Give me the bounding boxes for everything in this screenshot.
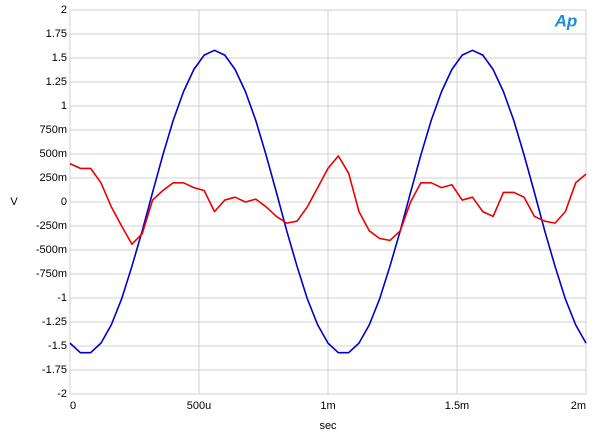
- x-tick-label: 0: [70, 400, 76, 412]
- y-tick-label: -1.25: [42, 316, 67, 328]
- y-tick-label: -1.5: [48, 340, 67, 352]
- x-tick-label: 1.5m: [445, 400, 469, 412]
- y-axis-label: V: [10, 196, 18, 208]
- y-tick-label: -1.75: [42, 364, 67, 376]
- y-tick-label: 0: [61, 196, 67, 208]
- y-tick-label: 1: [61, 100, 67, 112]
- x-tick-label: 2m: [571, 400, 586, 412]
- y-tick-label: 1.25: [46, 76, 67, 88]
- y-tick-label: -2: [57, 388, 67, 400]
- logo: Ap: [554, 11, 578, 30]
- y-tick-label: 250m: [39, 172, 67, 184]
- y-tick-label: 1.75: [46, 28, 67, 40]
- x-tick-label: 1m: [320, 400, 335, 412]
- y-tick-label: -250m: [36, 220, 67, 232]
- series-line: [69, 155, 587, 246]
- x-axis-label: sec: [319, 420, 337, 432]
- y-tick-label: -1: [57, 292, 67, 304]
- series-line: [69, 49, 587, 354]
- y-tick-label: 500m: [39, 148, 67, 160]
- y-tick-label: -750m: [36, 268, 67, 280]
- y-tick-label: -500m: [36, 244, 67, 256]
- y-tick-label: 1.5: [52, 52, 67, 64]
- y-tick-label: 2: [61, 4, 67, 16]
- x-tick-label: 500u: [187, 400, 211, 412]
- y-tick-label: 750m: [39, 124, 67, 136]
